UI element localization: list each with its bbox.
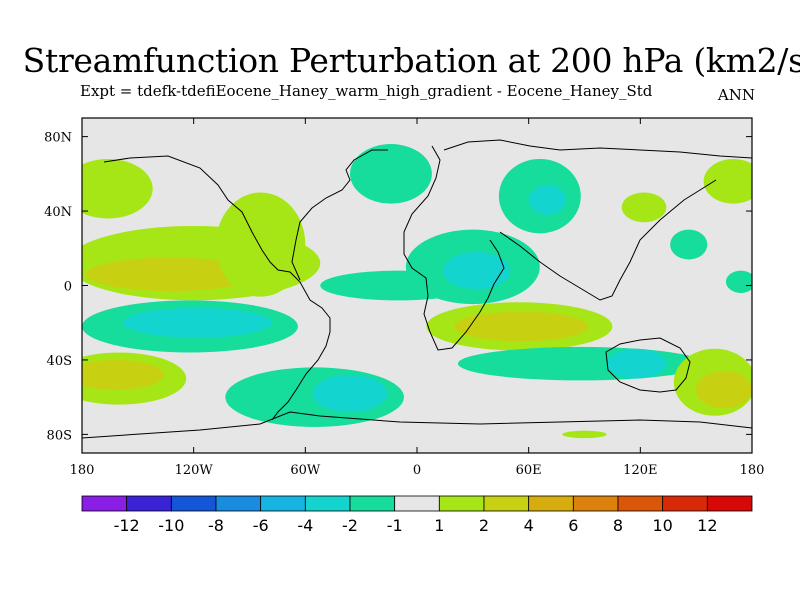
colorbar-label: 10	[652, 516, 672, 535]
experiment-subtitle: Expt = tdefk-tdefiEocene_Haney_warm_high…	[80, 82, 653, 100]
contour-region-north-pacific-negative	[670, 229, 708, 260]
colorbar-box	[572, 495, 619, 512]
colorbar-box	[617, 495, 664, 512]
contour-region-asia-negative-inner	[528, 185, 566, 215]
chart-title: Streamfunction Perturbation at 200 hPa (…	[22, 41, 800, 80]
colorbar-box	[349, 495, 396, 512]
colorbar-label: 12	[697, 516, 717, 535]
colorbar-box	[260, 495, 306, 512]
contour-region-west-pacific-positive	[703, 158, 752, 204]
coastline-americas	[103, 155, 331, 421]
colorbar-box	[483, 495, 530, 512]
contour-region-antarctic-positive	[562, 430, 607, 439]
y-tick-label: 40S	[47, 354, 72, 369]
x-tick-label: 60W	[290, 463, 321, 478]
colorbar-label: -2	[342, 516, 358, 535]
y-tick-label: 0	[64, 280, 72, 295]
colorbar-label: 4	[524, 516, 534, 535]
coastline-australia	[605, 337, 691, 393]
x-tick-label: 120W	[175, 463, 214, 478]
contour-region-southwest-pacific-positive-inner	[696, 371, 752, 409]
contour-region-southern-ocean-positive-inner	[82, 359, 164, 390]
contour-region-southern-indian-negative	[457, 346, 704, 381]
colorbar-box	[170, 495, 217, 512]
colorbar-box	[304, 495, 351, 512]
colorbar-label: -8	[208, 516, 224, 535]
colorbar: -12 -10 -8 -6 -4 -2 -1 1 2 4 6 8 10 12	[81, 495, 753, 535]
colorbar-label: -1	[387, 516, 403, 535]
colorbar-label: 8	[613, 516, 623, 535]
colorbar-box	[706, 495, 753, 512]
colorbar-label: -6	[253, 516, 269, 535]
colorbar-box	[528, 495, 574, 512]
colorbar-box	[662, 495, 708, 512]
contour-region-date-line-tropical-negative	[725, 270, 752, 293]
colorbar-box	[126, 495, 172, 512]
colorbar-box	[438, 495, 485, 512]
season-label: ANN	[717, 86, 755, 104]
coastline-antarctica	[82, 411, 752, 439]
contour-region-tropical-pacific-positive-inner	[85, 257, 257, 292]
coastlines	[82, 139, 752, 439]
colorbar-label: -12	[114, 516, 140, 535]
contour-fields	[82, 144, 752, 439]
x-tick-label: 180	[740, 463, 765, 478]
x-tick-label: 180	[70, 463, 95, 478]
colorbar-label: -10	[158, 516, 184, 535]
contour-region-europe-negative	[350, 144, 432, 204]
contour-region-africa-negative-inner	[443, 252, 511, 290]
coastline-north-america-east	[291, 149, 388, 281]
colorbar-label: -4	[297, 516, 313, 535]
coastline-eurasia-north	[443, 139, 752, 159]
colorbar-box	[81, 495, 128, 512]
x-tick-label: 120E	[623, 463, 657, 478]
colorbar-box	[215, 495, 262, 512]
contour-region-north-pacific-positive	[82, 158, 153, 219]
contour-region-australia-negative	[606, 348, 667, 379]
coastline-europe-africa	[403, 145, 505, 351]
contour-region-south-atlantic-negative-inner	[312, 374, 388, 413]
coastline-asia-south	[499, 179, 717, 301]
y-axis: 80N 40N 0 40S 80S	[44, 131, 752, 443]
y-tick-label: 80N	[44, 131, 72, 146]
y-tick-label: 80S	[47, 428, 72, 443]
x-axis: 180 120W 60W 0 60E 120E 180	[70, 118, 765, 478]
colorbar-label: 6	[568, 516, 578, 535]
x-tick-label: 60E	[516, 463, 542, 478]
contour-region-indian-ocean-positive-inner	[454, 311, 589, 342]
contour-region-east-asia-positive	[621, 192, 667, 223]
colorbar-label: 1	[434, 516, 444, 535]
colorbar-box	[394, 495, 440, 512]
colorbar-label: 2	[479, 516, 489, 535]
x-tick-label: 0	[413, 463, 421, 478]
contour-region-south-pacific-negative-inner	[122, 307, 272, 338]
y-tick-label: 40N	[44, 205, 72, 220]
contour-region-americas-positive	[215, 192, 306, 297]
